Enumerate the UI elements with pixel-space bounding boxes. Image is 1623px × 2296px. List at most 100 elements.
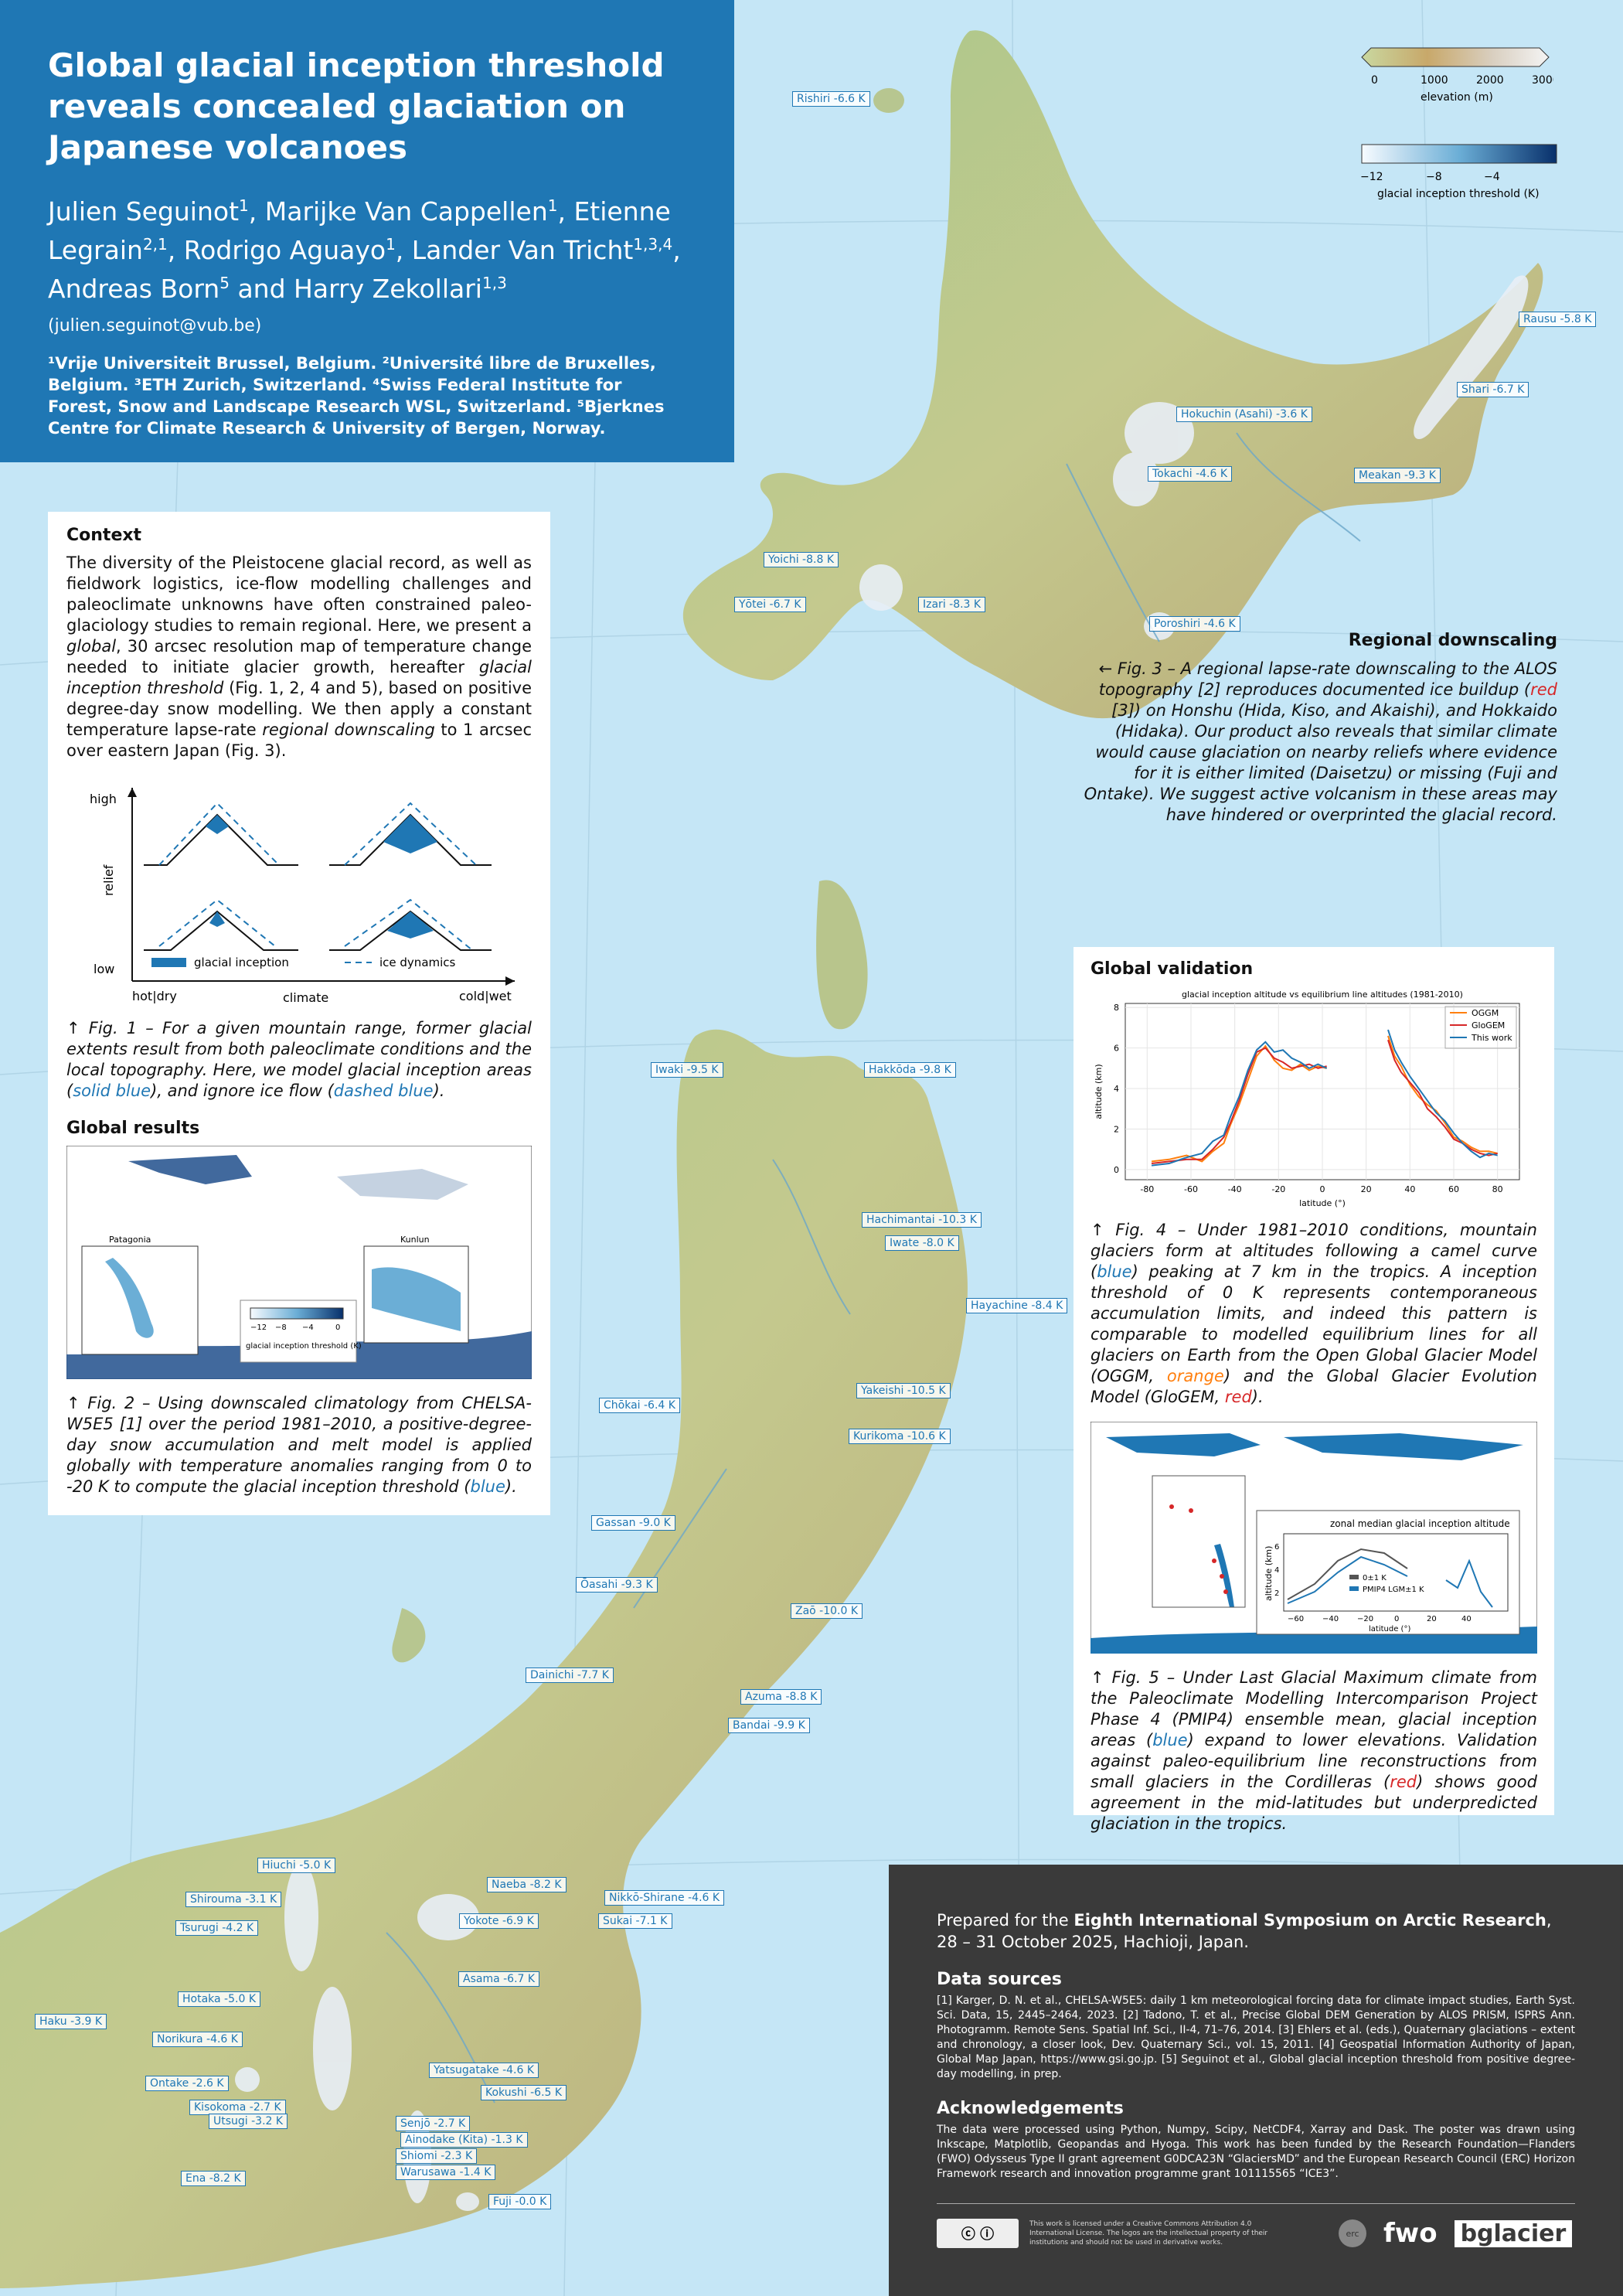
author: Etienne Legrain (48, 196, 671, 265)
volcano-label: Bandai -9.9 K (728, 1718, 810, 1733)
fig2-tick: −12 (250, 1323, 267, 1332)
thr-tick-2: −4 (1484, 171, 1500, 183)
fig4-chart: -80 -60 -40 -20 0 20 40 60 80 0 2 4 6 8 glacial incept… (1094, 990, 1520, 1208)
volcano-label: Shirouma -3.1 K (185, 1892, 282, 1907)
fig1-x-mid: climate (283, 990, 328, 1004)
fig1-x-left: hot|dry (132, 989, 177, 1003)
volcano-label: Shiomi -2.3 K (396, 2148, 478, 2164)
fig4-ytick: 8 (1114, 1003, 1119, 1013)
volcano-label: Senjō -2.7 K (396, 2116, 471, 2131)
fig5-xtick: −60 (1288, 1615, 1304, 1623)
fig5-caption: ↑ Fig. 5 – Under Last Glacial Maximum cl… (1091, 1668, 1538, 1833)
volcano-label: Warusawa -1.4 K (396, 2165, 496, 2180)
volcano-label: Izari -8.3 K (918, 597, 986, 612)
author-sup: 1,3 (481, 274, 507, 292)
fig4-xtick: -60 (1184, 1184, 1198, 1194)
fig4-legend-label: OGGM (1472, 1008, 1499, 1018)
volcano-label: Chōkai -6.4 K (599, 1398, 680, 1413)
volcano-label: Rausu -5.8 K (1519, 312, 1597, 327)
patagonia-label: Patagonia (109, 1235, 151, 1245)
prepared-for: Prepared for the Eighth International Sy… (937, 1911, 1552, 1951)
license-text: This work is licensed under a Creative C… (1029, 2220, 1268, 2247)
fwo-logo: fwo (1383, 2218, 1438, 2249)
validation-heading: Global validation (1091, 959, 1254, 979)
volcano-label: Sukai -7.1 K (598, 1913, 672, 1929)
author-sup: 1 (547, 196, 558, 215)
fig5-xtick: −40 (1322, 1615, 1339, 1623)
volcano-label: Yakeishi -10.5 K (856, 1383, 951, 1398)
volcano-label: Asama -6.7 K (458, 1971, 540, 1987)
volcano-label: Dainichi -7.7 K (526, 1667, 614, 1683)
fig2-cbar-label: glacial inception threshold (K) (246, 1342, 362, 1351)
fig1-schematic: high low relief hot|dry climate cold|wet… (90, 788, 515, 1005)
volcano-label: Hayachine -8.4 K (966, 1298, 1068, 1313)
fig5-xtick: −20 (1357, 1615, 1373, 1623)
cc-by-icon[interactable]: ⓒ ⓘ (937, 2219, 1019, 2248)
fig4-series-line (1151, 1041, 1328, 1167)
bglacier-logo: bglacier (1454, 2219, 1573, 2247)
volcano-label: Iwate -8.0 K (885, 1235, 959, 1251)
fig5-xlabel: latitude (°) (1369, 1625, 1410, 1633)
fig4-xtick: 80 (1492, 1184, 1503, 1194)
fig4-xtick: 60 (1448, 1184, 1459, 1194)
fig4-xtick: 0 (1320, 1184, 1325, 1194)
honshu-island (0, 1029, 968, 2288)
volcano-label: Hokuchin (Asahi) -3.6 K (1176, 407, 1312, 422)
fig4-xtick: -40 (1228, 1184, 1242, 1194)
elev-tick-2: 2000 (1476, 74, 1504, 87)
fig5-legend-item: PMIP4 LGM±1 K (1363, 1586, 1424, 1594)
author: Andreas Born (48, 274, 220, 304)
fig4-xlabel: latitude (°) (1299, 1198, 1346, 1208)
footer-panel: Prepared for the Eighth International Sy… (889, 1865, 1623, 2296)
fig2-caption: ↑ Fig. 2 – Using downscaled climatology … (66, 1394, 532, 1496)
fig1-relief-label: relief (101, 864, 116, 896)
fig4-ytick: 0 (1114, 1165, 1119, 1175)
volcano-label: Kokushi -6.5 K (481, 2085, 567, 2100)
footer-logos: ⓒ ⓘ This work is licensed under a Creati… (937, 2218, 1575, 2249)
fig5-xtick: 0 (1394, 1615, 1399, 1623)
contact-email[interactable]: (julien.seguinot@vub.be) (48, 316, 262, 336)
volcano-label: Haku -3.9 K (35, 2014, 107, 2029)
volcano-label: Yoichi -8.8 K (764, 552, 839, 567)
volcano-label: Poroshiri -4.6 K (1149, 616, 1240, 632)
volcano-label: Azuma -8.8 K (740, 1689, 822, 1705)
thr-label: glacial inception threshold (K) (1377, 188, 1540, 200)
volcano-label: Tokachi -4.6 K (1148, 466, 1233, 482)
fig1-legend-dynamics: ice dynamics (379, 956, 456, 969)
volcano-label: Utsugi -3.2 K (209, 2114, 288, 2129)
elev-tick-1: 1000 (1421, 74, 1448, 87)
fig4-xtick: -20 (1271, 1184, 1285, 1194)
fig4-xtick: 20 (1361, 1184, 1372, 1194)
regional-downscaling: Regional downscaling ← Fig. 3 – A region… (1082, 630, 1557, 826)
fig2-tick: 0 (335, 1323, 340, 1332)
fig4-ytick: 4 (1114, 1084, 1119, 1094)
footer-divider (937, 2203, 1575, 2204)
fig4-xtick: -80 (1140, 1184, 1154, 1194)
elev-tick-0: 0 (1371, 74, 1378, 87)
volcano-label: Ontake -2.6 K (145, 2076, 229, 2091)
fig4-ytick: 2 (1114, 1124, 1119, 1134)
volcano-label: Nikkō-Shirane -4.6 K (604, 1890, 725, 1906)
author-sup: 2,1 (142, 235, 168, 254)
volcano-label: Rishiri -6.6 K (792, 91, 870, 107)
author-sup: 5 (219, 274, 230, 292)
legend-swatch-inception (151, 958, 186, 967)
volcano-label: Iwaki -9.5 K (651, 1062, 723, 1078)
author: Marijke Van Cappellen (264, 196, 548, 227)
elev-label: elevation (m) (1421, 91, 1493, 104)
threshold-legend: −12 −8 −4 glacial inception threshold (K… (1360, 143, 1561, 208)
volcano-label: Meakan -9.3 K (1354, 468, 1441, 483)
title-block: Global glacial inception threshold revea… (0, 0, 734, 462)
volcano-label: Tsurugi -4.2 K (175, 1920, 259, 1936)
volcano-label: Hakkōda -9.8 K (864, 1062, 956, 1078)
volcano-label: Hotaka -5.0 K (178, 1991, 260, 2007)
poster-title: Global glacial inception threshold revea… (48, 46, 665, 166)
volcano-label: Zaō -10.0 K (791, 1603, 863, 1619)
fig2-tick: −8 (275, 1323, 287, 1332)
volcano-label: Ōasahi -9.3 K (576, 1577, 658, 1593)
affiliations: ¹Vrije Universiteit Brussel, Belgium. ²U… (48, 354, 665, 438)
fig4-legend-label: This work (1471, 1033, 1512, 1043)
volcano-label: Hachimantai -10.3 K (862, 1212, 982, 1228)
fig4-legend-label: GloGEM (1472, 1020, 1505, 1030)
left-panel: Context The diversity of the Pleistocene… (48, 512, 550, 1515)
